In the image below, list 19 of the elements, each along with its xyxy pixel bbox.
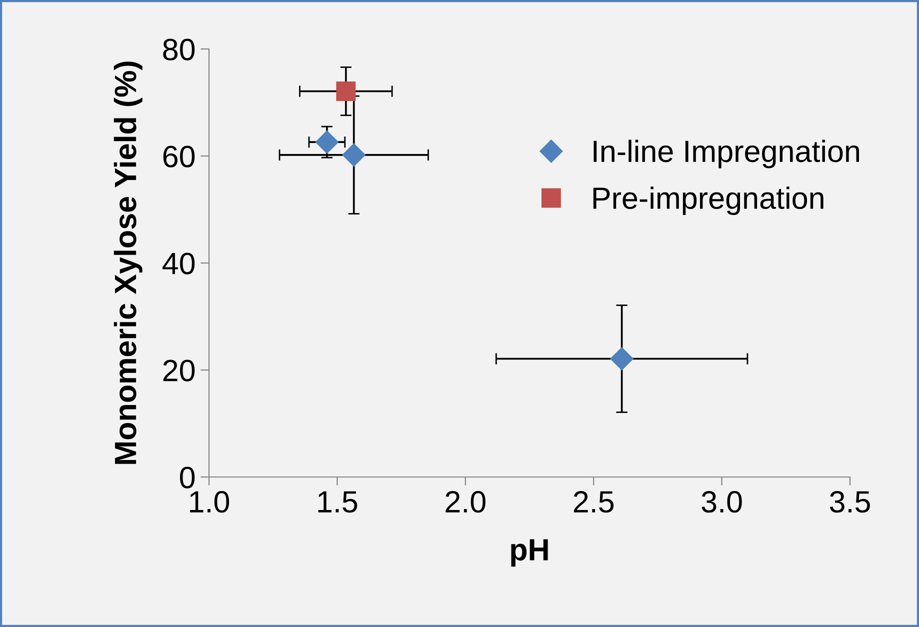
y-tick-label: 0 xyxy=(180,466,195,488)
y-tick-label: 80 xyxy=(163,38,195,60)
x-tick-label: 3.5 xyxy=(830,491,870,513)
y-axis-title: Monomeric Xylose Yield (%) xyxy=(114,62,142,464)
legend-label: Pre-impregnation xyxy=(593,186,824,216)
y-tick-label: 60 xyxy=(163,146,195,168)
x-axis-title: pH xyxy=(511,539,548,567)
point xyxy=(610,347,634,370)
x-tick-label: 1.5 xyxy=(318,491,358,513)
y-tick-label: 20 xyxy=(163,360,195,382)
y-tick-label: 40 xyxy=(162,252,195,274)
legend-label: In-line Impregnation xyxy=(594,140,859,168)
point xyxy=(315,130,338,154)
x-tick-label: 3.0 xyxy=(702,491,742,513)
point xyxy=(342,143,366,166)
x-tick-label: 2.5 xyxy=(574,491,614,513)
point xyxy=(336,82,356,101)
x-tick-label: 2.0 xyxy=(446,491,486,513)
x-tick-label: 1.0 xyxy=(190,491,230,513)
